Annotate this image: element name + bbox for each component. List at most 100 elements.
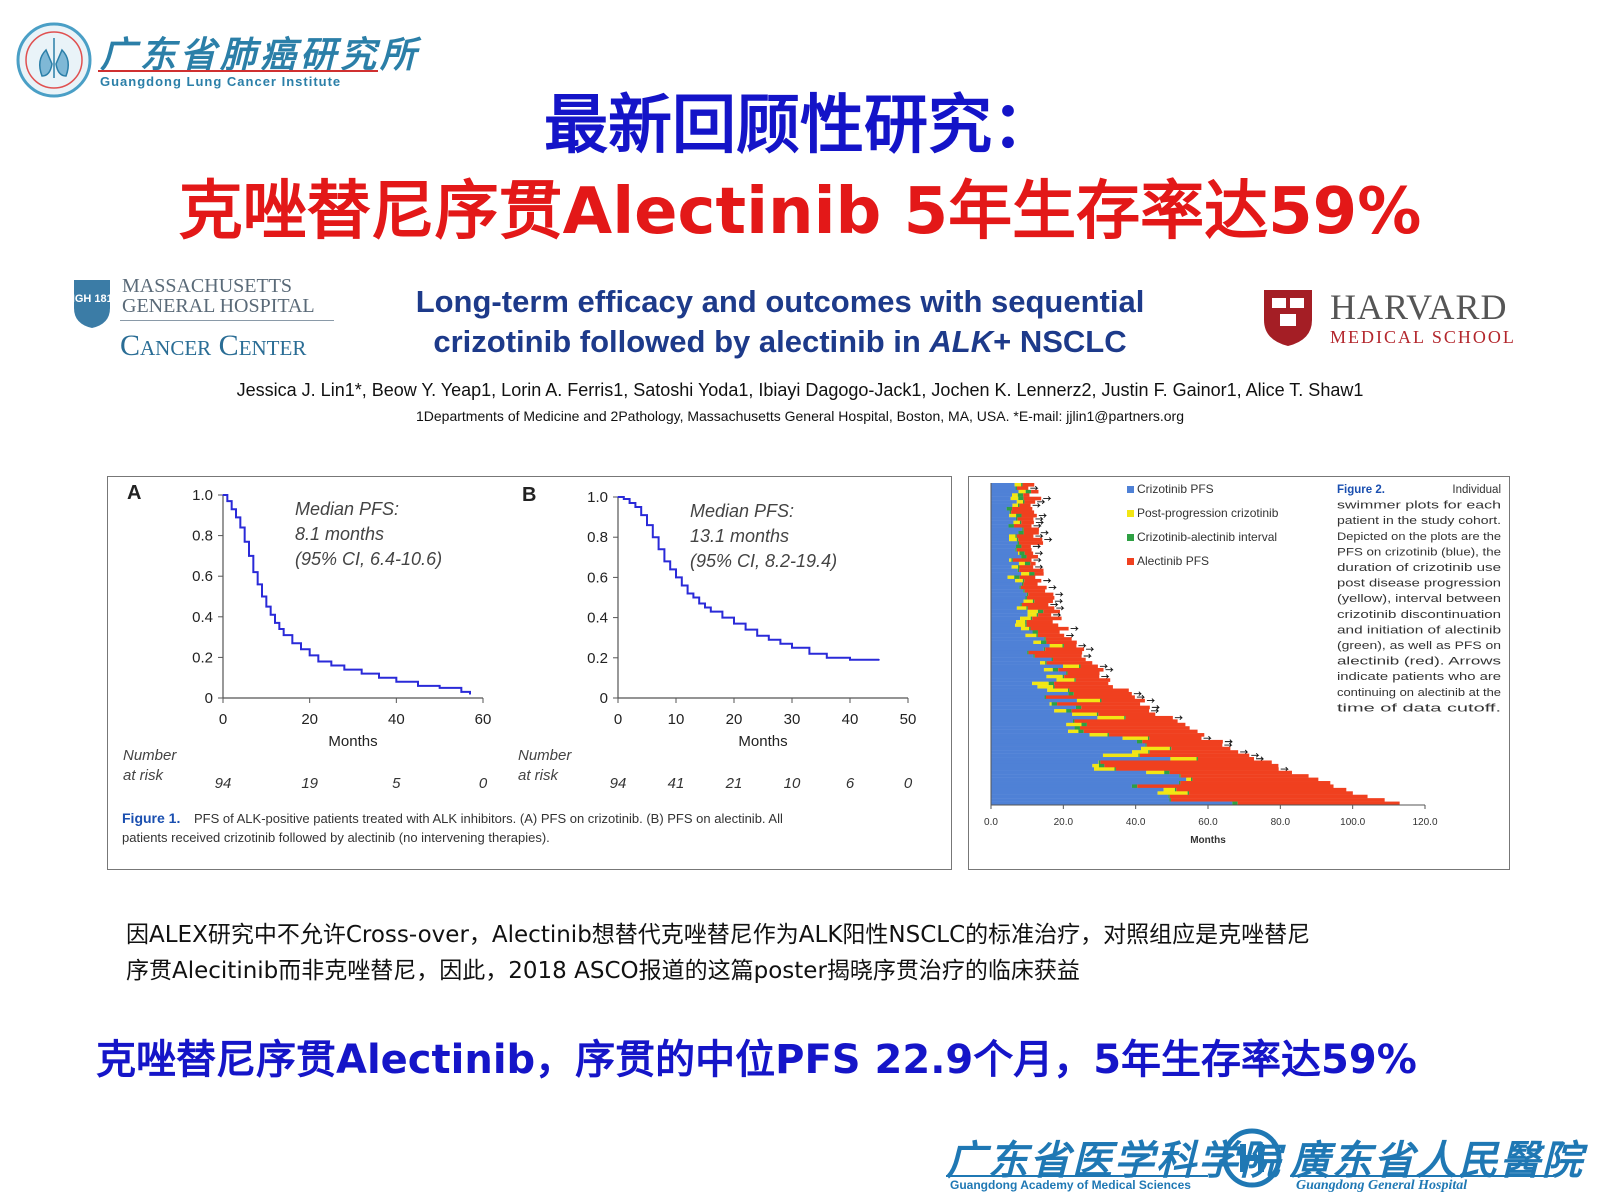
swimmer-bar [1018, 489, 1026, 494]
swimmer-bar [1021, 483, 1023, 487]
swimmer-bar [1030, 616, 1033, 621]
swimmer-bar [1049, 644, 1063, 648]
swimmer-bar [1169, 746, 1172, 751]
swimmer-bar [1064, 674, 1100, 679]
swimmer-bar [991, 609, 1028, 614]
continuing-arrow [1032, 544, 1041, 549]
swimmer-bar [991, 606, 1017, 610]
swimmer-bar [1122, 736, 1148, 741]
swimmer-bar [991, 623, 1016, 628]
y-tick-label: 0 [205, 690, 213, 707]
swimmer-bar [1086, 722, 1186, 727]
harvard-shield-icon [1264, 290, 1312, 346]
km-point [744, 628, 747, 631]
figure2-caption-text: time of data cutoff. [1337, 702, 1501, 714]
km-point [623, 498, 625, 500]
swimmer-bar [1016, 548, 1032, 552]
swimmer-bar [1068, 691, 1074, 696]
swimmer-bar [1027, 613, 1037, 617]
km-point [226, 500, 229, 502]
swimmer-bar [1021, 544, 1031, 549]
y-tick-label: 1.0 [587, 489, 608, 506]
swimmer-bar [1131, 784, 1138, 789]
swimmer-bar [1024, 589, 1046, 593]
legend-label: Post-progression crizotinib [1137, 506, 1279, 520]
swimmer-bar [1125, 715, 1173, 720]
swimmer-bar [1179, 774, 1181, 778]
swimmer-bar [1098, 760, 1101, 765]
swimmer-bar [1176, 787, 1347, 792]
swimmer-bar [991, 493, 1013, 497]
continuing-arrow [1151, 705, 1160, 710]
swimmer-bar [1067, 671, 1100, 676]
swimmer-bar [1037, 685, 1054, 689]
swimmer-bar [1013, 520, 1020, 525]
swimmer-bar [1019, 575, 1036, 580]
body-text-line2: 序贯Alecitinib而非克唑替尼，因此，2018 ASCO报道的这篇post… [126, 958, 1080, 984]
swimmer-bar [1170, 757, 1197, 761]
x-tick-label: 40.0 [1126, 817, 1146, 828]
continuing-arrow [1133, 691, 1142, 696]
figure2-caption-text: swimmer plots for each [1337, 500, 1501, 512]
swimmer-bar [991, 503, 1013, 508]
swimmer-bar [1075, 705, 1082, 710]
harvard-name: HARVARD [1330, 287, 1508, 327]
km-point [317, 660, 320, 663]
swimmer-bar [1067, 688, 1070, 693]
swimmer-bar [1013, 524, 1032, 528]
swimmer-bar [1148, 750, 1150, 754]
swimmer-bar [1069, 688, 1129, 693]
swimmer-bar [1032, 599, 1035, 604]
swimmer-bar [991, 582, 1022, 586]
swimmer-bar [1104, 763, 1279, 768]
swimmer-bar [991, 496, 1011, 501]
swimmer-bar [1020, 585, 1047, 590]
swimmer-bar [1169, 770, 1292, 775]
y-tick-label: 0.2 [192, 649, 213, 666]
swimmer-bar [1024, 500, 1036, 504]
slide-title: 最新回顾性研究： [544, 89, 1056, 163]
swimmer-bar [1145, 743, 1147, 747]
swimmer-bar [1062, 674, 1065, 679]
swimmer-bar [1102, 753, 1139, 758]
risk-label: at risk [518, 767, 560, 784]
x-tick-label: 60 [475, 711, 492, 728]
swimmer-bar [991, 544, 1017, 549]
swimmer-bar [1032, 630, 1038, 634]
swimmer-bar [1043, 647, 1046, 652]
continuing-arrow [1043, 496, 1052, 501]
km-point [291, 642, 294, 644]
swimmer-bar [1027, 609, 1038, 614]
swimmer-bar [991, 517, 1016, 521]
continuing-arrow [1240, 749, 1249, 755]
swimmer-bar [1022, 483, 1035, 487]
swimmer-bar [1074, 726, 1080, 730]
swimmer-bar [1142, 739, 1223, 744]
swimmer-bar [1022, 578, 1025, 583]
swimmer-bar [991, 650, 1028, 655]
swimmer-legend: Crizotinib PFS Post-progression crizotini… [1127, 482, 1279, 568]
swimmer-bar [991, 486, 1016, 491]
swimmer-bar [1072, 712, 1097, 717]
continuing-arrow [1035, 520, 1044, 525]
x-tick-label: 30 [784, 711, 801, 728]
km-point [617, 496, 619, 498]
swimmer-bar [1169, 794, 1368, 799]
risk-count: 41 [668, 775, 685, 792]
swimmer-bar [991, 698, 1077, 703]
swimmer-bar [1011, 558, 1013, 562]
x-tick-label: 10 [668, 711, 685, 728]
swimmer-bar [991, 596, 1026, 600]
swimmer-bar [1232, 801, 1238, 806]
swimmer-bar [1063, 644, 1077, 648]
swimmer-bar [1078, 729, 1084, 734]
swimmer-bar [1079, 664, 1081, 669]
swimmer-bar [991, 520, 1014, 525]
km-point [681, 584, 683, 587]
swimmer-bar [991, 719, 1074, 723]
swimmer-bar [1016, 500, 1024, 504]
km-point [330, 664, 333, 667]
swimmer-bar [1157, 791, 1188, 795]
swimmer-bar [1045, 695, 1135, 700]
